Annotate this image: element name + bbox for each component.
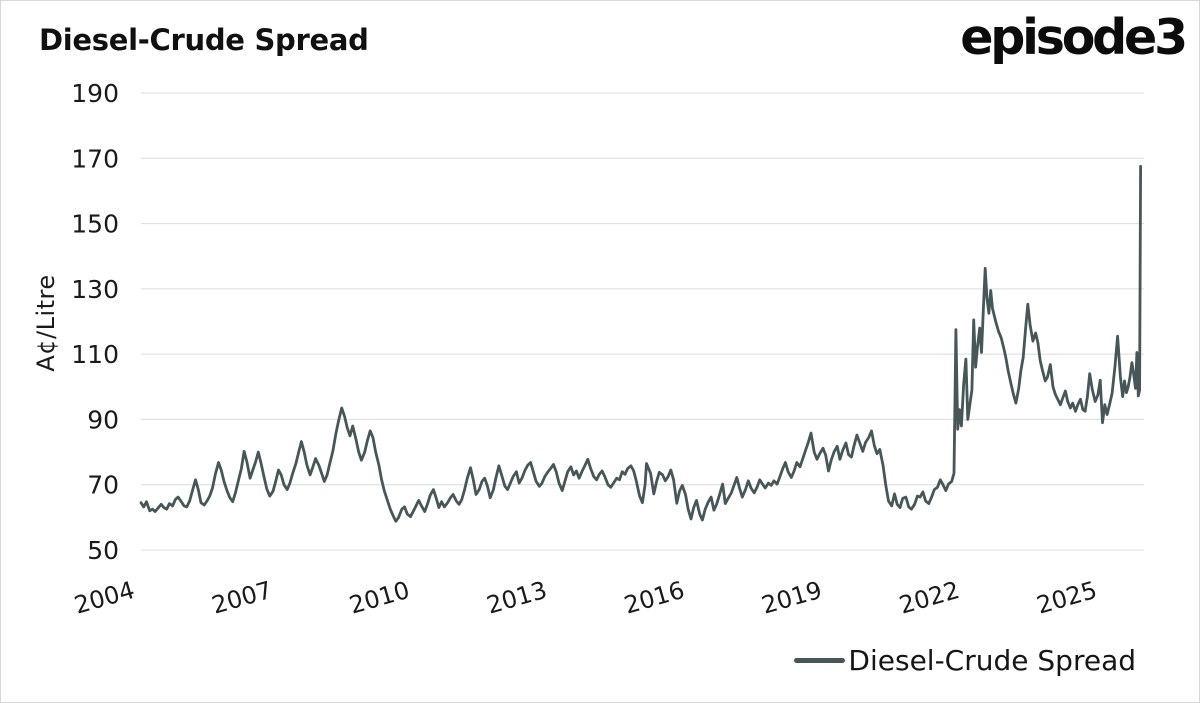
episode3-logo: episode3: [960, 9, 1188, 66]
y-tick-170: 170: [71, 144, 119, 173]
x-tick-2022: 2022: [896, 576, 962, 620]
y-tick-150: 150: [71, 210, 119, 239]
x-tick-2004: 2004: [71, 576, 137, 620]
x-tick-2019: 2019: [759, 576, 825, 620]
x-tick-2010: 2010: [346, 576, 412, 620]
y-tick-90: 90: [87, 405, 119, 434]
x-tick-2007: 2007: [209, 576, 275, 620]
y-axis-title: A¢/Litre: [32, 274, 60, 371]
x-tick-2016: 2016: [621, 576, 687, 620]
x-tick-2013: 2013: [484, 576, 550, 620]
x-tick-2025: 2025: [1034, 576, 1100, 620]
y-tick-190: 190: [71, 79, 119, 108]
x-axis-tick-labels: 2004 2007 2010 2013 2016 2019 2022 2025: [71, 576, 1100, 620]
y-tick-130: 130: [71, 275, 119, 304]
y-tick-50: 50: [87, 536, 119, 565]
legend-line-swatch: [794, 657, 846, 663]
y-axis-tick-labels: 190 170 150 130 110 90 70 50: [71, 79, 119, 565]
legend: Diesel-Crude Spread: [794, 642, 1136, 678]
y-tick-110: 110: [71, 340, 119, 369]
y-tick-70: 70: [87, 471, 119, 500]
gridlines: [141, 92, 1144, 551]
legend-label: Diesel-Crude Spread: [848, 643, 1136, 677]
page-title: Diesel-Crude Spread: [39, 23, 369, 57]
diesel-crude-spread-line: [139, 165, 1142, 523]
